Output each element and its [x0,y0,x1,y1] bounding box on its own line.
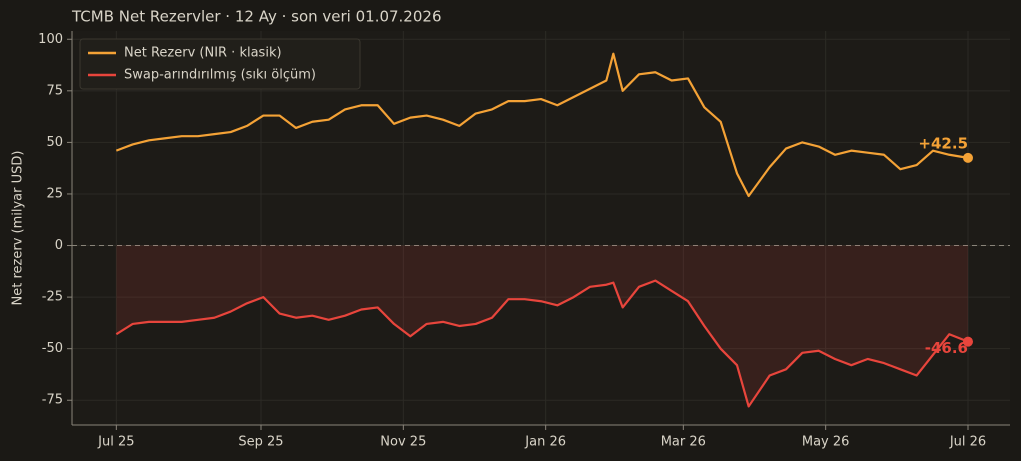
legend-label: Swap-arındırılmış (sıkı ölçüm) [124,68,316,83]
y-tick-label: -25 [42,290,63,305]
y-axis-label: Net rezerv (milyar USD) [11,151,26,306]
legend-box [79,38,361,90]
line [115,52,969,198]
y-tick-label: 50 [46,135,63,150]
x-tick-label: May 26 [802,435,850,450]
x-tick-label: Sep 25 [238,435,283,450]
x-tick-label: Jan 26 [524,435,566,450]
end-label: -46.6 [925,339,968,357]
plot-area [72,31,1010,425]
end-label: +42.5 [918,134,968,152]
x-tick-label: Jul 25 [97,435,134,450]
chart-title: TCMB Net Rezervler · 12 Ay · son veri 01… [71,8,442,26]
x-tick-label: Nov 25 [380,435,426,450]
y-tick-label: 0 [55,238,63,253]
y-tick-label: -75 [42,393,63,408]
legend-label: Net Rezerv (NIR · klasik) [124,46,282,61]
y-tick-label: -50 [42,341,63,356]
y-tick-label: 75 [46,83,63,98]
end-marker [963,336,973,347]
end-marker [963,152,973,163]
x-tick-label: Mar 26 [661,435,706,450]
line [115,279,969,408]
area [116,245,969,407]
y-tick-label: 25 [46,186,63,201]
x-tick-label: Jul 26 [949,435,986,450]
y-tick-label: 100 [38,32,63,47]
